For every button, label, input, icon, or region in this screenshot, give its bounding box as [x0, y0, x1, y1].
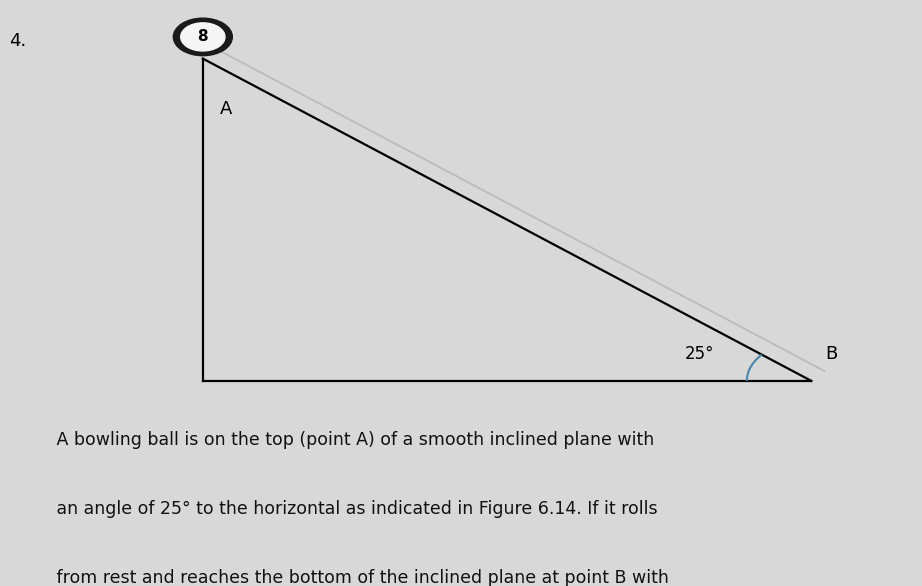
Text: an angle of 25° to the horizontal as indicated in Figure 6.14. If it rolls: an angle of 25° to the horizontal as ind…: [51, 500, 657, 518]
Text: A bowling ball is on the top (point A) of a smooth inclined plane with: A bowling ball is on the top (point A) o…: [51, 431, 654, 449]
Text: 8: 8: [197, 29, 208, 45]
Text: 25°: 25°: [685, 345, 715, 363]
Text: A: A: [219, 100, 231, 118]
Circle shape: [173, 18, 232, 56]
Circle shape: [181, 23, 225, 51]
Text: B: B: [825, 345, 837, 363]
Text: 4.: 4.: [9, 32, 27, 50]
Text: from rest and reaches the bottom of the inclined plane at point B with: from rest and reaches the bottom of the …: [51, 569, 668, 586]
